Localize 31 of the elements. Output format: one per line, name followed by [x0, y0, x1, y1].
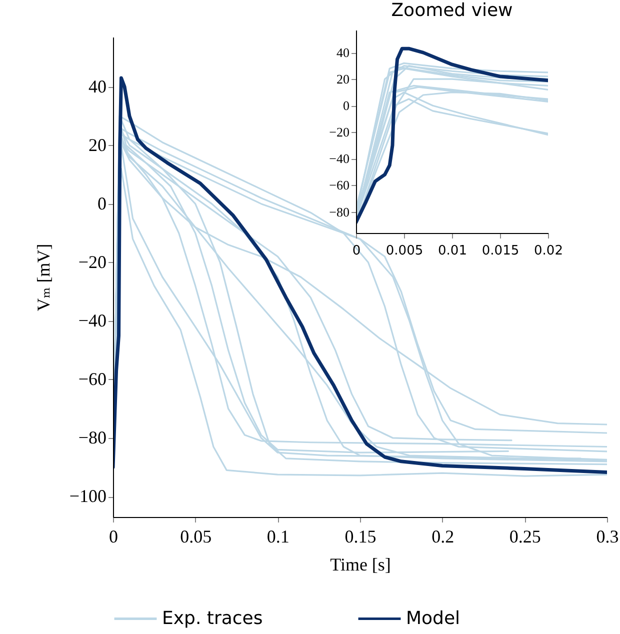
x-tick-label: 0.005 — [386, 244, 424, 258]
y-tick-label: −100 — [69, 486, 106, 506]
x-tick-label: 0 — [352, 244, 361, 258]
y-tick-label: −20 — [329, 124, 350, 140]
y-tick-label: 0 — [98, 193, 106, 214]
x-tick-label: 0.25 — [509, 526, 541, 546]
chart-title: Zoomed view — [391, 0, 513, 21]
y-tick-label: −60 — [78, 368, 106, 389]
x-axis-title: Time [s] — [330, 554, 391, 574]
y-tick-label: 40 — [336, 45, 350, 60]
x-tick-label: 0.2 — [432, 526, 454, 546]
y-tick-label: −40 — [78, 310, 106, 330]
y-tick-label: −40 — [329, 151, 350, 166]
x-tick-label: 0.15 — [344, 526, 376, 546]
legend-label: Model — [406, 608, 460, 629]
y-tick-label: 20 — [336, 72, 350, 87]
x-tick-label: 0.1 — [266, 526, 290, 546]
y-tick-label: 20 — [88, 134, 106, 155]
x-tick-label: 0.05 — [180, 526, 212, 546]
y-tick-label: −80 — [78, 427, 106, 448]
y-tick-label: −80 — [329, 204, 350, 220]
x-tick-label: 0.3 — [596, 526, 619, 546]
y-axis-title: Vₘ [mV] — [33, 244, 54, 312]
y-tick-label: 0 — [343, 98, 350, 114]
x-tick-label: 0.01 — [438, 244, 467, 258]
y-tick-label: −20 — [78, 252, 106, 272]
y-tick-label: −60 — [329, 178, 350, 193]
x-tick-label: 0.02 — [534, 244, 563, 258]
y-tick-label: 40 — [88, 76, 106, 96]
x-tick-label: 0.015 — [482, 244, 520, 258]
legend-label: Exp. traces — [162, 608, 263, 629]
